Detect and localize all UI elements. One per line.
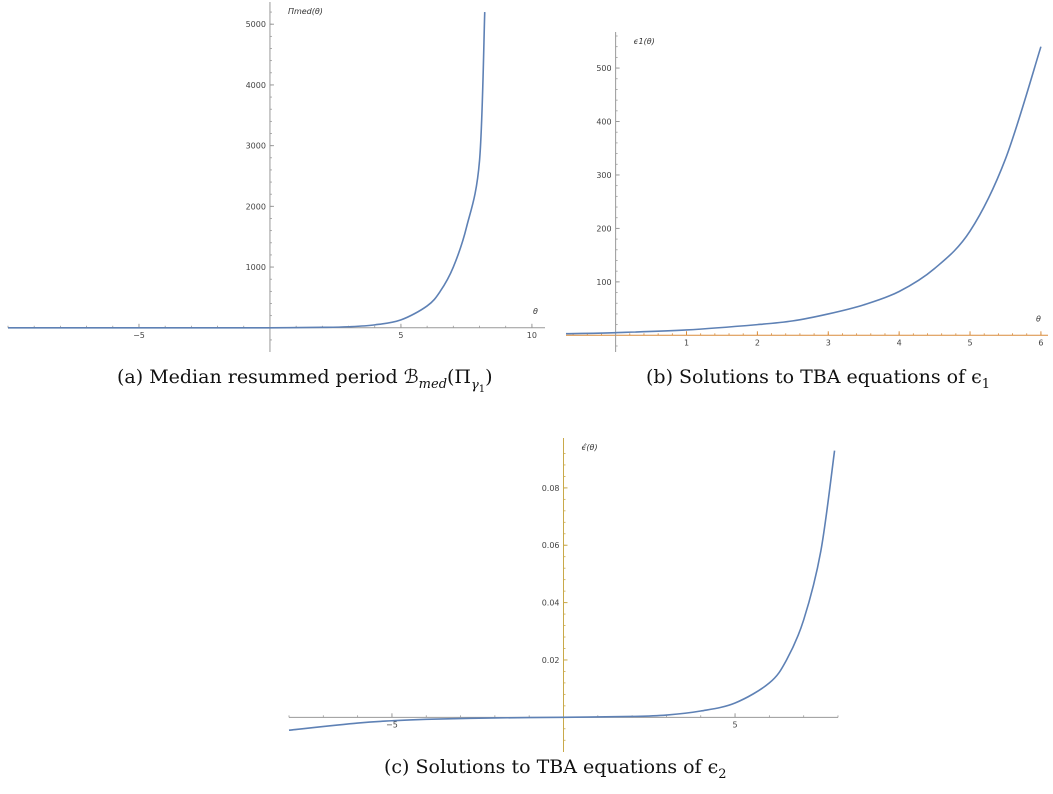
y-tick-label: 0.02: [542, 656, 560, 665]
x-tick-label: 5: [733, 720, 738, 729]
x-tick-label: 1: [684, 338, 689, 347]
x-tick-label: 4: [897, 338, 902, 347]
y-tick-label: 1000: [246, 263, 266, 272]
y-tick-label: 0.04: [542, 599, 560, 608]
x-tick-label: 3: [826, 338, 831, 347]
panel-c: −5 5 0.02 0.04 0.06 0.08 ϵ̂(θ): [288, 438, 839, 752]
y-axis-label: Πmed(θ): [288, 7, 323, 16]
caption-c: (c) Solutions to TBA equations of ϵ2: [384, 756, 727, 782]
x-axis-label: θ: [1036, 314, 1041, 323]
y-tick-label: 100: [596, 278, 611, 287]
y-tick-label: 300: [596, 171, 611, 180]
y-tick-label: 0.06: [542, 541, 560, 550]
x-tick-label: −5: [386, 720, 398, 729]
y-axis-label: ϵ1(θ): [634, 37, 655, 46]
x-axis-label: θ: [533, 307, 538, 316]
series-line: [8, 12, 486, 329]
panel-b: 1 2 3 4 5 6 100 200 300 400 500 ϵ1(θ) θ: [565, 32, 1048, 352]
x-tick-label: 2: [755, 338, 760, 347]
y-tick-label: 200: [596, 224, 611, 233]
x-tick-label: −5: [133, 331, 145, 340]
x-tick-label: 10: [527, 331, 537, 340]
y-tick-label: 2000: [246, 202, 266, 211]
panel-a: −5 5 10 1000 2000 3000 4000 5000 Πmed(θ) θ: [7, 2, 545, 352]
y-tick-label: 0.08: [542, 484, 560, 493]
caption-a: (a) Median resummed period ℬmed(Πγ1): [117, 366, 493, 395]
y-axis-label: ϵ̂(θ): [582, 442, 598, 452]
y-tick-label: 400: [596, 118, 611, 127]
y-tick-label: 3000: [246, 142, 266, 151]
caption-b: (b) Solutions to TBA equations of ϵ1: [646, 366, 990, 392]
series-line: [565, 46, 1042, 335]
y-tick-label: 5000: [246, 20, 266, 29]
series-line: [288, 450, 836, 732]
x-tick-label: 6: [1038, 338, 1043, 347]
y-tick-label: 500: [596, 64, 611, 73]
x-tick-label: 5: [398, 331, 403, 340]
x-tick-label: 5: [967, 338, 972, 347]
y-tick-label: 4000: [246, 81, 266, 90]
